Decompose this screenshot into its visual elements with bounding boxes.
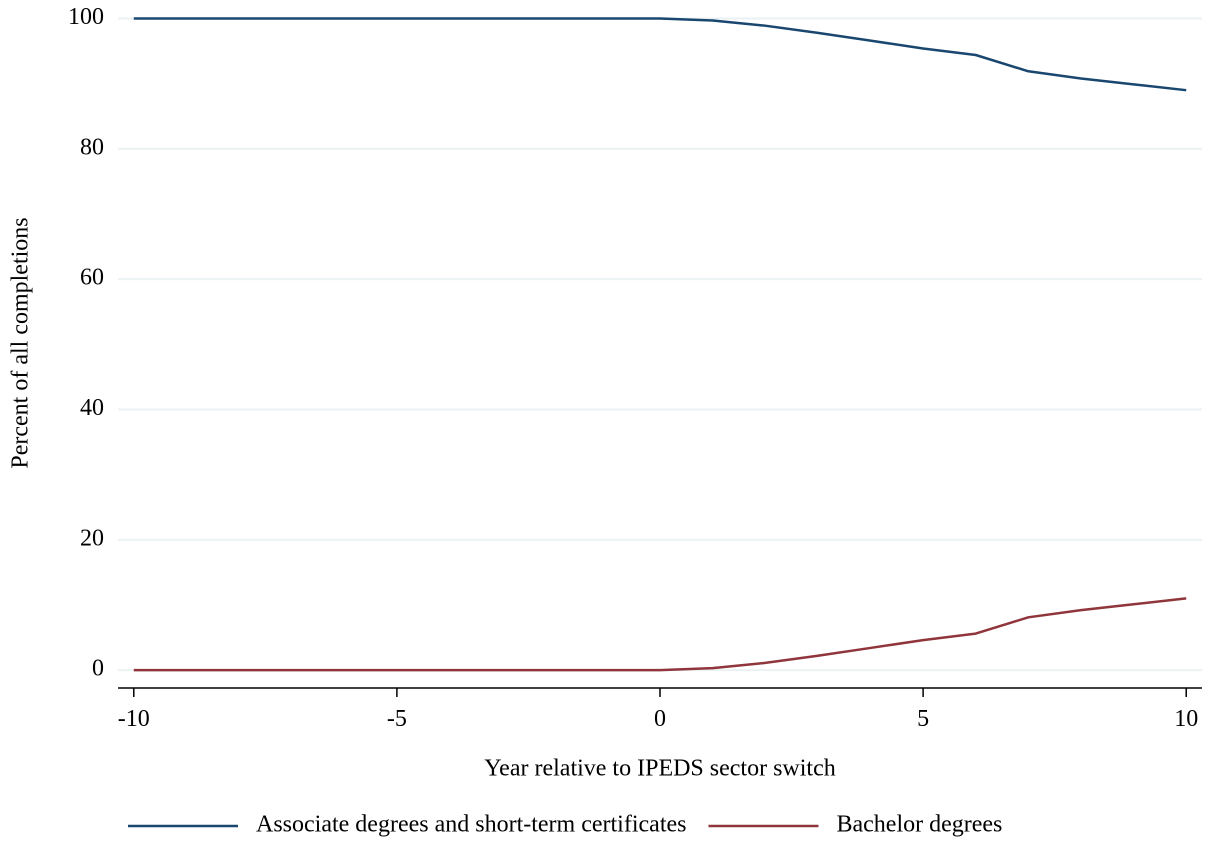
legend-label: Bachelor degrees bbox=[836, 812, 1002, 838]
line-series bbox=[133, 17, 1187, 92]
y-tick-label: 80 bbox=[80, 134, 104, 160]
x-tick-label: 5 bbox=[917, 706, 929, 732]
y-axis-title: Percent of all completions bbox=[8, 217, 34, 468]
line-series bbox=[133, 597, 1187, 672]
y-tick-label: 20 bbox=[80, 525, 104, 551]
x-tick-label: -10 bbox=[118, 706, 150, 732]
x-tick-label: 10 bbox=[1174, 706, 1198, 732]
x-tick-label: -5 bbox=[387, 706, 407, 732]
x-axis-title: Year relative to IPEDS sector switch bbox=[484, 756, 836, 782]
legend-label: Associate degrees and short-term certifi… bbox=[256, 812, 686, 838]
y-tick-label: 60 bbox=[80, 265, 104, 291]
y-tick-label: 0 bbox=[92, 656, 104, 682]
x-tick-label: 0 bbox=[654, 706, 666, 732]
y-tick-label: 100 bbox=[68, 4, 104, 30]
y-tick-label: 40 bbox=[80, 395, 104, 421]
